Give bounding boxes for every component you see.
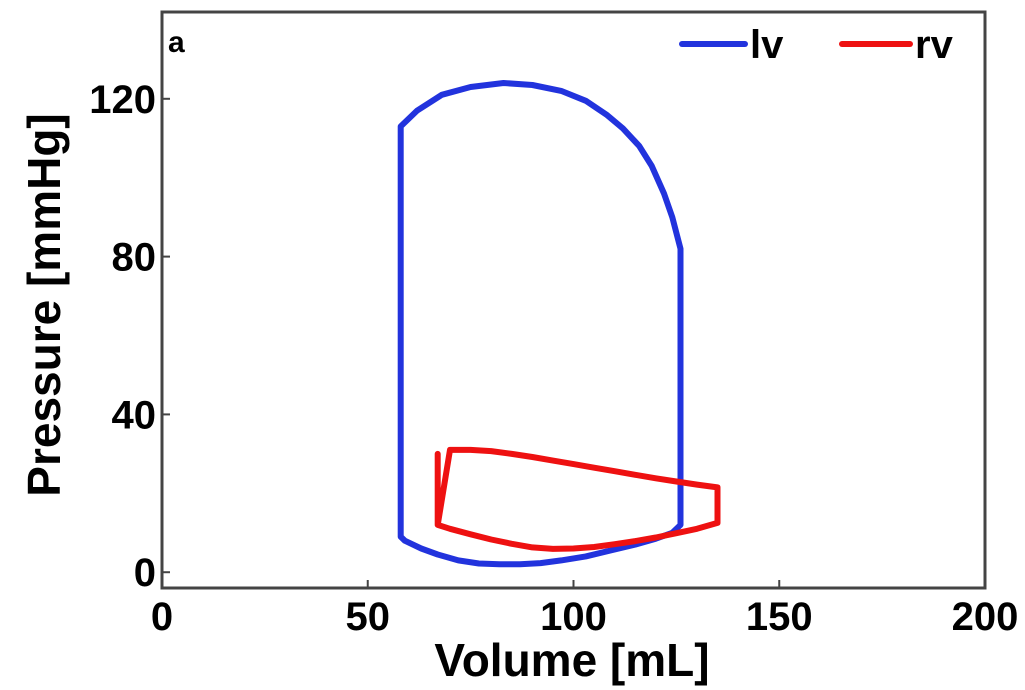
legend-label-rv: rv bbox=[915, 23, 954, 67]
x-tick-label: 50 bbox=[346, 595, 391, 639]
series-line-rv bbox=[434, 446, 721, 552]
y-tick-label: 40 bbox=[112, 393, 157, 437]
y-tick-label: 120 bbox=[89, 78, 156, 122]
x-tick-label: 0 bbox=[151, 595, 173, 639]
x-tick-label: 150 bbox=[746, 595, 813, 639]
y-tick-label: 0 bbox=[134, 551, 156, 595]
panel-label: a bbox=[168, 26, 185, 59]
x-tick-label: 100 bbox=[540, 595, 607, 639]
y-axis-title: Pressure [mmHg] bbox=[18, 113, 70, 496]
x-tick-label: 200 bbox=[952, 595, 1019, 639]
legend: lv rv bbox=[679, 23, 954, 67]
legend-label-lv: lv bbox=[750, 23, 784, 67]
series-line-lv bbox=[397, 80, 684, 568]
axis-ticks: 0 50 100 150 200 0 40 80 120 bbox=[89, 78, 1018, 639]
y-tick-label: 80 bbox=[112, 236, 157, 280]
chart-marks bbox=[397, 80, 721, 568]
x-axis-title: Volume [mL] bbox=[434, 634, 709, 686]
